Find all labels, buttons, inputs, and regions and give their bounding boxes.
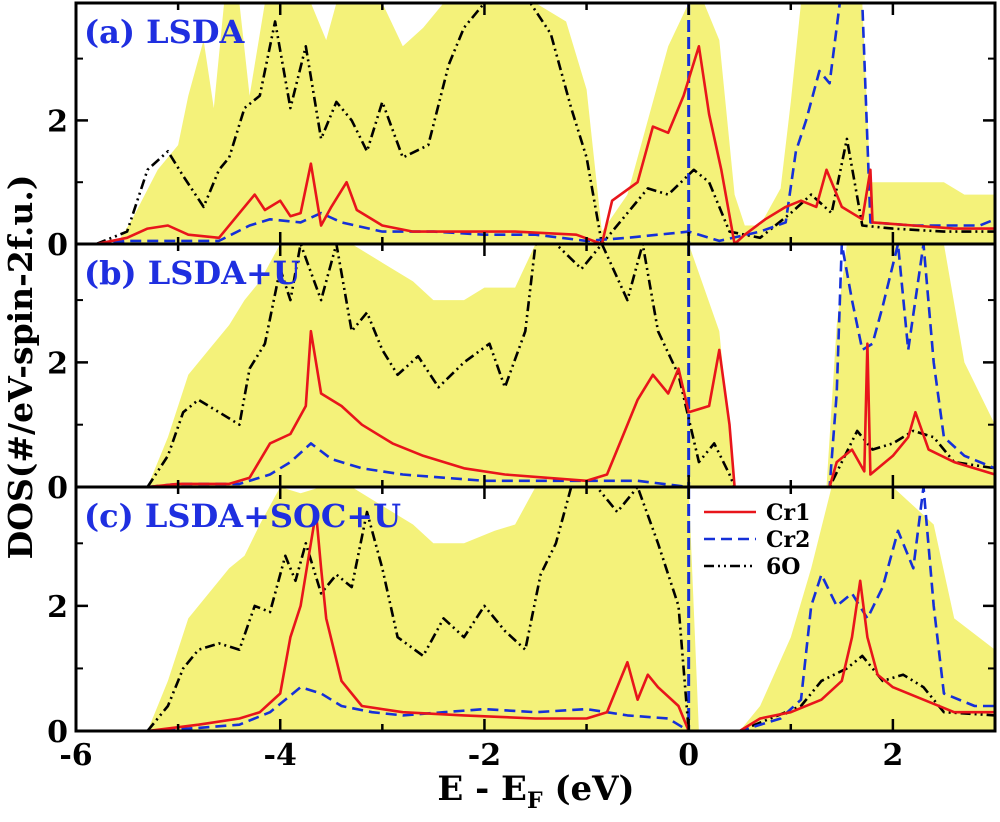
panel-2-total-dos-area [76,487,995,731]
xtick-label: -4 [264,738,297,773]
x-axis-label: E - EF (eV) [437,769,634,814]
panel-2-ytick-label: 0 [47,715,68,750]
y-axis-label: DOS(#/eV-spin-2f.u.) [1,175,40,560]
panel-2-ytick-label: 2 [47,590,68,625]
panel-1-cr2-line [147,244,995,487]
panel-0-ytick-label: 0 [47,228,68,263]
legend-label-cr2: Cr2 [766,527,810,553]
panel-0-cr2-line [96,3,995,244]
panel-0-plot-area [76,3,995,244]
panel-0-title: (a) LSDA [84,13,246,51]
panel-1-o6-line [146,244,995,487]
panel-2-frame [74,485,997,733]
legend-label-cr1: Cr1 [766,500,810,526]
panel-2-cr2-line [147,487,995,731]
text-layer: 0 2 (a) LSDA 0 2 (b) LSDA+U 0 2 (c) LSDA+SOC+U -6… [1,13,903,814]
panel-1-plot-area [76,244,995,487]
xtick-label: -6 [59,738,92,773]
xtick-label: -2 [468,738,501,773]
xtick-label: 2 [882,738,903,773]
data-layer [76,3,995,731]
panel-1-total-dos-area [76,244,995,487]
panel-0-cr1-line [96,45,995,244]
panel-1-ytick-label: 2 [47,346,68,381]
xtick-label: 0 [678,738,699,773]
panel-1-cr1-line [147,329,995,487]
panel-1-ytick-label: 0 [47,471,68,506]
panel-2-title: (c) LSDA+SOC+U [84,497,401,535]
panel-1-title: (b) LSDA+U [84,254,301,292]
panel-2-o6-line [146,487,995,731]
frame-layer [74,1,997,733]
panel-2-cr1-line [147,510,995,731]
legend-label-o6: 6O [766,554,800,580]
panel-0-ytick-label: 2 [47,104,68,139]
panel-2-plot-area [76,487,995,731]
